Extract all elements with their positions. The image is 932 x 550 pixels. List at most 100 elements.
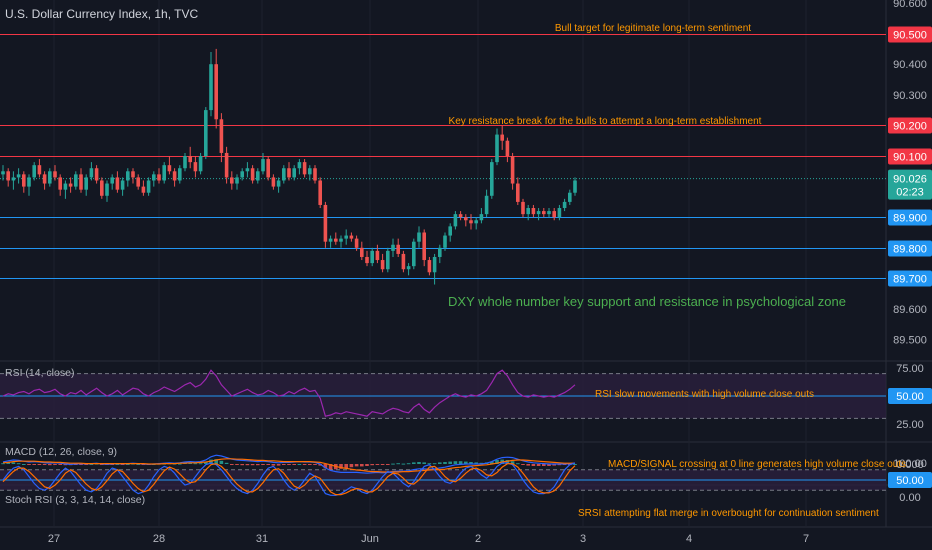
- macd-histogram-bar: [521, 464, 525, 465]
- price-label-box: [888, 270, 932, 287]
- candle-body: [568, 192, 572, 202]
- price-label: 90.500: [893, 30, 927, 42]
- candle-body: [391, 244, 395, 251]
- candle-body: [152, 174, 156, 181]
- price-label-box: [888, 148, 932, 165]
- candle-body: [464, 217, 468, 221]
- macd-histogram-bar: [266, 464, 270, 465]
- macd-histogram-bar: [204, 462, 208, 464]
- macd-histogram-bar: [432, 463, 437, 465]
- macd-histogram-bar: [412, 462, 416, 464]
- candle-body: [292, 168, 296, 178]
- candle-body: [562, 201, 567, 209]
- candle-body: [557, 208, 562, 218]
- candle-body: [110, 177, 114, 184]
- candle-body: [349, 235, 354, 239]
- candle-body: [500, 134, 504, 141]
- macd-histogram-bar: [422, 462, 426, 464]
- macd-histogram-bar: [292, 464, 296, 465]
- candle-body: [438, 247, 442, 257]
- stoch-tick: 100.00: [893, 458, 927, 470]
- last-price-box: [888, 169, 932, 200]
- candle-body: [141, 186, 146, 193]
- candle-body: [526, 208, 530, 215]
- stoch-d-line: [2, 463, 576, 496]
- candle-body: [516, 183, 520, 202]
- candle-body: [48, 171, 52, 184]
- macd-histogram-bar: [282, 464, 286, 465]
- candle-body: [531, 208, 536, 215]
- candle-body: [94, 168, 99, 181]
- macd-histogram-bar: [271, 464, 276, 466]
- stoch-tick: 50.00: [896, 475, 924, 487]
- candle-body: [42, 174, 47, 184]
- rsi-tick: 25.00: [896, 419, 924, 431]
- candle-body: [58, 177, 62, 190]
- last-price-value: 90.026: [893, 174, 927, 186]
- rsi-title: RSI (14, close): [5, 367, 74, 379]
- macd-histogram-bar: [401, 463, 406, 465]
- macd-histogram-bar: [339, 464, 343, 469]
- macd-histogram-bar: [386, 464, 390, 465]
- candle-body: [136, 177, 140, 187]
- price-label: 90.100: [893, 152, 927, 164]
- candle-body: [412, 241, 416, 267]
- time-tick: 2: [475, 533, 481, 545]
- candle-body: [266, 159, 270, 178]
- candle-body: [443, 235, 447, 248]
- macd-histogram-bar: [510, 461, 515, 464]
- candle-body: [183, 156, 187, 169]
- candle-body: [375, 250, 380, 261]
- candle-body: [115, 177, 120, 190]
- candle-body: [344, 235, 348, 239]
- candle-body: [131, 171, 135, 178]
- macd-histogram-bar: [417, 462, 421, 464]
- candle-body: [256, 171, 260, 181]
- candle-body: [198, 156, 203, 172]
- stoch-tick: 0.00: [899, 492, 920, 504]
- macd-histogram-bar: [6, 462, 10, 464]
- candle-body: [365, 256, 369, 264]
- annotation-macd: MACD/SIGNAL crossing at 0 line generates…: [608, 459, 906, 470]
- candle-body: [53, 171, 57, 178]
- candle-body: [22, 174, 26, 187]
- time-tick: 4: [686, 533, 692, 545]
- macd-histogram-bar: [32, 464, 36, 465]
- candle-body: [469, 220, 473, 224]
- macd-histogram-bar: [89, 464, 94, 465]
- macd-histogram-bar: [464, 461, 468, 464]
- price-level-lines: [0, 34, 886, 481]
- candle-body: [448, 226, 452, 236]
- candle-body: [406, 266, 411, 270]
- candle-body: [105, 183, 109, 196]
- candle-body: [417, 232, 421, 242]
- stoch-k-line: [2, 462, 576, 496]
- candle-body: [162, 165, 166, 181]
- macd-histogram-bar: [58, 464, 62, 465]
- macd-histogram-bar: [16, 463, 21, 465]
- macd-histogram-bar: [1, 463, 5, 465]
- candle-body: [386, 250, 390, 270]
- macd-histogram-bar: [536, 464, 541, 466]
- candle-body: [219, 119, 224, 153]
- candle-body: [401, 253, 406, 270]
- candle-body: [84, 177, 88, 190]
- price-tick: 90.300: [893, 90, 927, 102]
- candle-body: [432, 256, 437, 273]
- candle-body: [188, 156, 192, 163]
- candle-body: [79, 174, 83, 190]
- price-tick: 89.500: [893, 335, 927, 347]
- stoch-title: Stoch RSI (3, 3, 14, 14, close): [5, 494, 145, 506]
- candlestick-series: [1, 48, 577, 285]
- macd-histogram-bar: [505, 460, 510, 464]
- candle-body: [261, 159, 265, 172]
- macd-histogram-bar: [313, 464, 317, 465]
- macd-title: MACD (12, 26, close, 9): [5, 446, 117, 458]
- macd-histogram-bar: [178, 463, 182, 465]
- macd-histogram-bar: [495, 460, 499, 464]
- macd-histogram-bar: [193, 463, 198, 465]
- macd-histogram-bar: [53, 464, 57, 465]
- macd-histogram-bar: [42, 464, 47, 465]
- candle-body: [302, 162, 307, 175]
